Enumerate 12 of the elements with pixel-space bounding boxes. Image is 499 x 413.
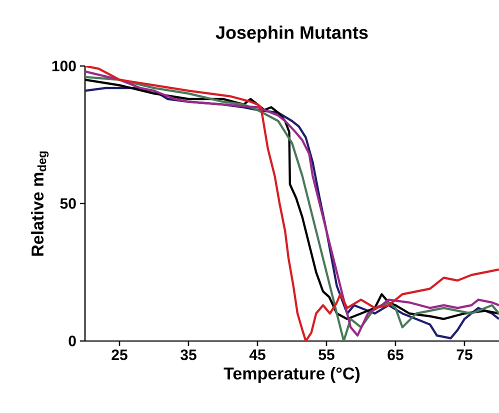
x-tick-label: 45 [249, 350, 266, 360]
y-tick-label: 0 [68, 336, 76, 346]
x-tick-label: 65 [388, 350, 404, 360]
x-tick-label: 35 [180, 350, 196, 360]
y-tick-label: 100 [52, 60, 76, 72]
x-tick-label: 75 [456, 350, 472, 360]
chart-title: Josephin Mutants [216, 26, 368, 42]
y-axis-title: Relative m$_{deg}$ [31, 151, 49, 256]
x-axis-title: Temperature (°C) [224, 367, 360, 383]
x-tick-label: 55 [318, 350, 334, 360]
x-tick-label: 25 [112, 350, 128, 360]
y-tick-label: 50 [60, 198, 76, 209]
